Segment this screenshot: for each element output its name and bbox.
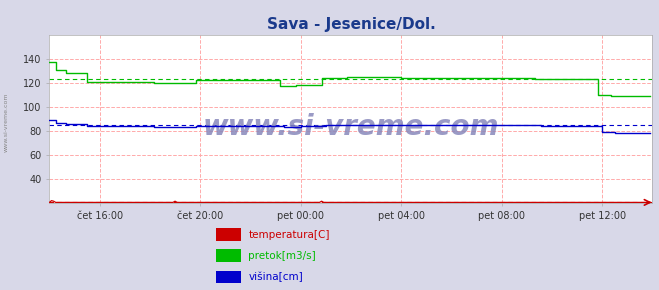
- Text: višina[cm]: višina[cm]: [248, 272, 303, 282]
- Bar: [216, 271, 241, 283]
- Bar: [216, 229, 241, 241]
- Text: www.si-vreme.com: www.si-vreme.com: [203, 113, 499, 141]
- Text: pretok[m3/s]: pretok[m3/s]: [248, 251, 316, 261]
- Text: www.si-vreme.com: www.si-vreme.com: [4, 92, 9, 152]
- Text: temperatura[C]: temperatura[C]: [248, 230, 330, 240]
- Title: Sava - Jesenice/Dol.: Sava - Jesenice/Dol.: [266, 17, 436, 32]
- Bar: [216, 249, 241, 262]
